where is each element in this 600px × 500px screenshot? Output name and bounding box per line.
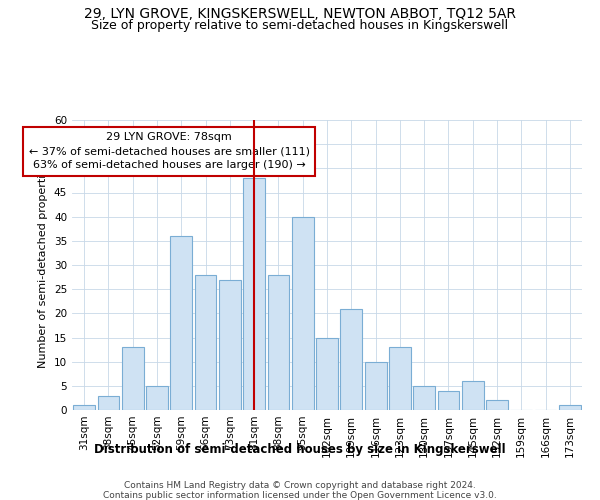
Bar: [219, 280, 241, 410]
Bar: [559, 405, 581, 410]
Text: 29 LYN GROVE: 78sqm
← 37% of semi-detached houses are smaller (111)
63% of semi-: 29 LYN GROVE: 78sqm ← 37% of semi-detach…: [29, 132, 310, 170]
Bar: [268, 274, 289, 410]
Bar: [437, 390, 460, 410]
Bar: [292, 216, 314, 410]
Bar: [243, 178, 265, 410]
Y-axis label: Number of semi-detached properties: Number of semi-detached properties: [38, 162, 49, 368]
Bar: [486, 400, 508, 410]
Text: Distribution of semi-detached houses by size in Kingskerswell: Distribution of semi-detached houses by …: [94, 442, 506, 456]
Bar: [97, 396, 119, 410]
Text: 29, LYN GROVE, KINGSKERSWELL, NEWTON ABBOT, TQ12 5AR: 29, LYN GROVE, KINGSKERSWELL, NEWTON ABB…: [84, 8, 516, 22]
Bar: [122, 347, 143, 410]
Bar: [170, 236, 192, 410]
Bar: [340, 308, 362, 410]
Bar: [462, 381, 484, 410]
Bar: [73, 405, 95, 410]
Text: Contains HM Land Registry data © Crown copyright and database right 2024.: Contains HM Land Registry data © Crown c…: [124, 481, 476, 490]
Bar: [194, 274, 217, 410]
Bar: [316, 338, 338, 410]
Bar: [389, 347, 411, 410]
Text: Size of property relative to semi-detached houses in Kingskerswell: Size of property relative to semi-detach…: [91, 18, 509, 32]
Bar: [413, 386, 435, 410]
Bar: [146, 386, 168, 410]
Text: Contains public sector information licensed under the Open Government Licence v3: Contains public sector information licen…: [103, 491, 497, 500]
Bar: [365, 362, 386, 410]
